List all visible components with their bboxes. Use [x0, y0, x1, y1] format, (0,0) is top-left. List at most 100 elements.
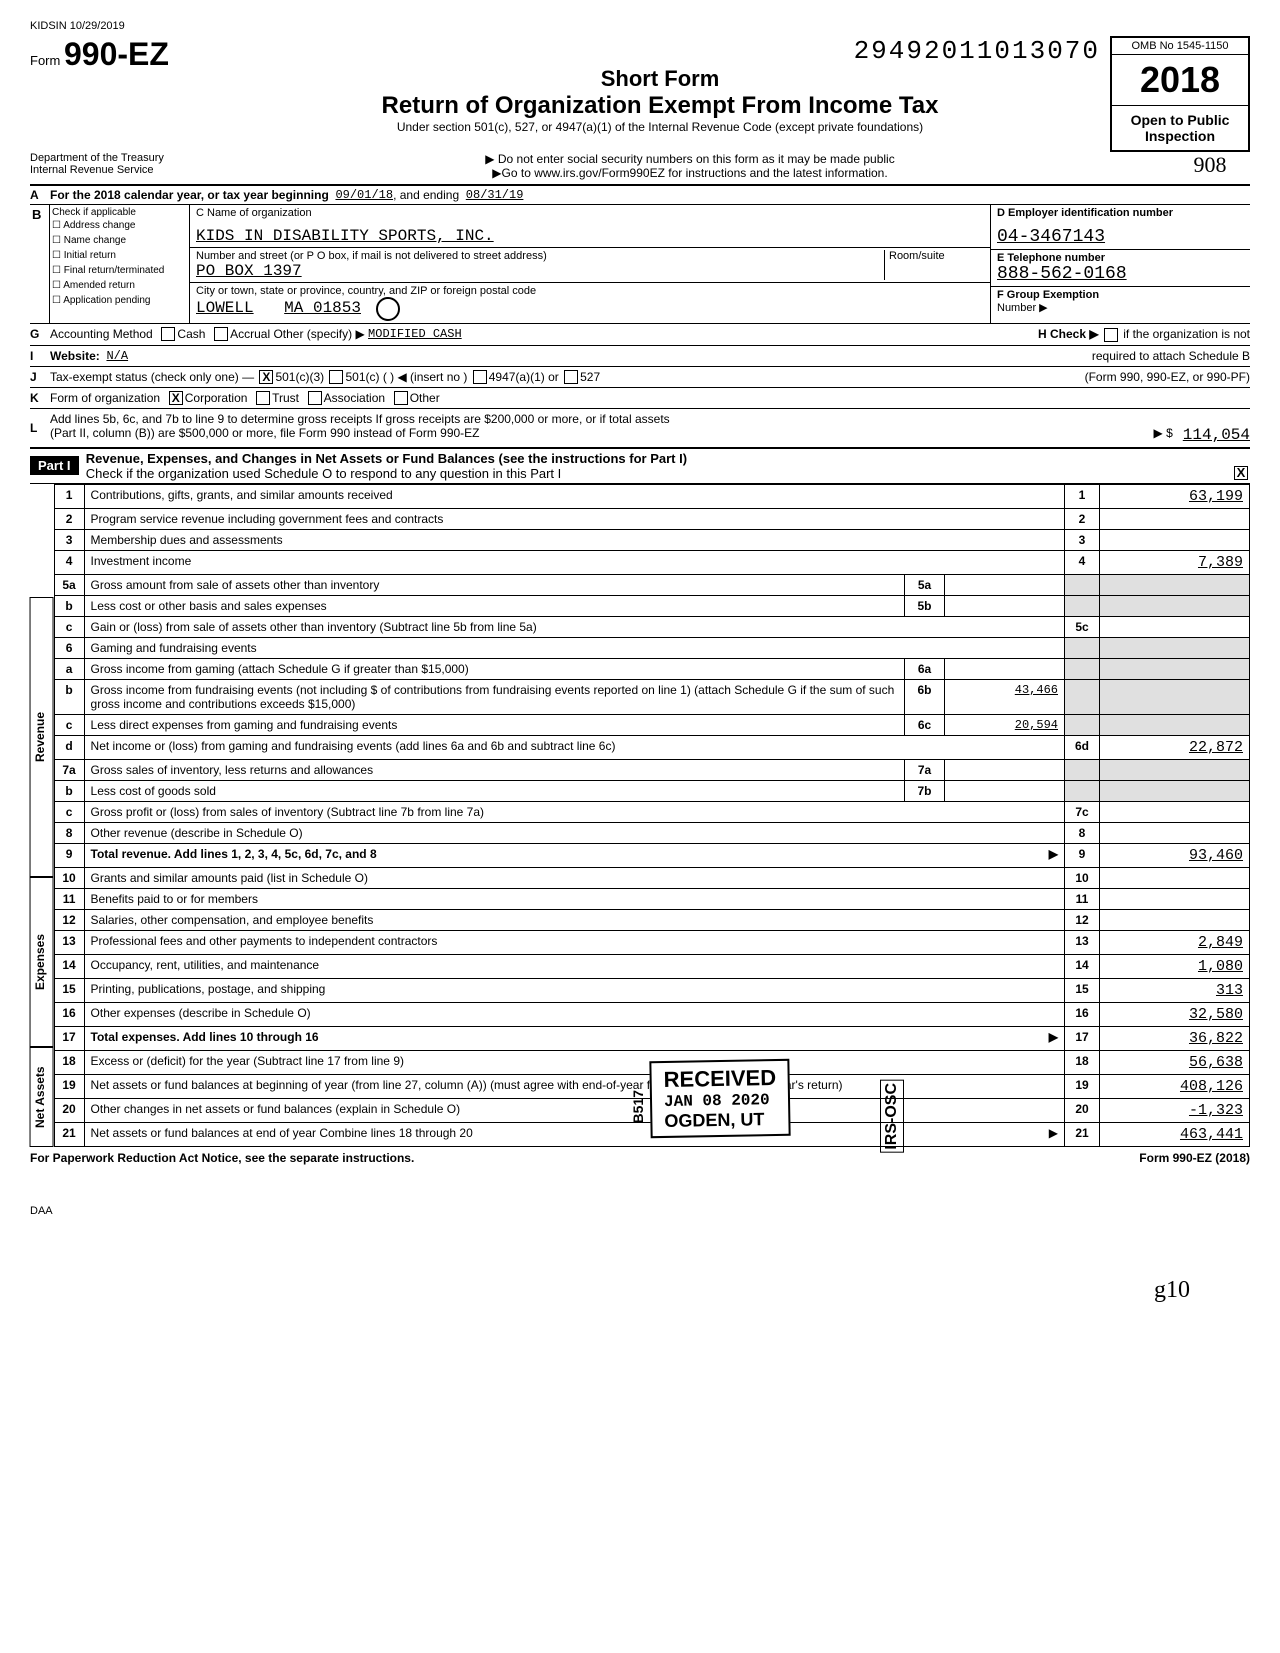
right-line-number: 14 [1065, 954, 1100, 978]
check-527[interactable] [564, 370, 578, 384]
right-num-shaded [1065, 658, 1100, 679]
table-row: aGross income from gaming (attach Schedu… [54, 658, 1249, 679]
right-line-number: 9 [1065, 843, 1100, 867]
line-number: 14 [54, 954, 84, 978]
h-label: H Check ▶ [1038, 327, 1099, 341]
check-trust[interactable] [256, 391, 270, 405]
line-description: Salaries, other compensation, and employ… [84, 909, 1064, 930]
right-line-number: 20 [1065, 1098, 1100, 1122]
table-row: bGross income from fundraising events (n… [54, 679, 1249, 714]
check-4947[interactable] [473, 370, 487, 384]
check-501c[interactable] [329, 370, 343, 384]
table-row: 11Benefits paid to or for members11 [54, 888, 1249, 909]
check-application-pending[interactable]: Application pending [52, 293, 187, 308]
right-line-value: -1,323 [1100, 1098, 1250, 1122]
right-line-value [1100, 529, 1250, 550]
right-num-shaded [1065, 714, 1100, 735]
line-description: Less cost of goods sold [84, 780, 904, 801]
right-val-shaded [1100, 780, 1250, 801]
line-number: 17 [54, 1026, 84, 1050]
line-description: Other revenue (describe in Schedule O) [84, 822, 1064, 843]
right-line-number: 1 [1065, 484, 1100, 508]
right-val-shaded [1100, 759, 1250, 780]
table-row: bLess cost of goods sold7b [54, 780, 1249, 801]
right-line-value: 56,638 [1100, 1050, 1250, 1074]
check-other-org[interactable] [394, 391, 408, 405]
dept-irs: Internal Revenue Service [30, 164, 210, 176]
letter-a: A [30, 188, 50, 202]
right-num-shaded [1065, 679, 1100, 714]
check-schedule-b[interactable] [1104, 328, 1118, 342]
line-number: 21 [54, 1122, 84, 1146]
short-form-title: Short Form [220, 66, 1100, 92]
line-description: Gain or (loss) from sale of assets other… [84, 616, 1064, 637]
table-row: 2Program service revenue including gover… [54, 508, 1249, 529]
line-description: Less cost or other basis and sales expen… [84, 595, 904, 616]
table-row: 14Occupancy, rent, utilities, and mainte… [54, 954, 1249, 978]
right-val-shaded [1100, 595, 1250, 616]
letter-j: J [30, 370, 50, 384]
right-num-shaded [1065, 595, 1100, 616]
check-501c3[interactable] [259, 370, 273, 384]
right-line-value [1100, 616, 1250, 637]
tax-year: 2018 [1112, 55, 1248, 106]
check-schedule-o[interactable] [1234, 466, 1248, 480]
line-description: Gross sales of inventory, less returns a… [84, 759, 904, 780]
goto-instructions: ▶Go to www.irs.gov/Form990EZ for instruc… [210, 166, 1170, 180]
ein-value: 04-3467143 [997, 227, 1244, 247]
check-accrual[interactable] [214, 327, 228, 341]
right-line-value: 463,441 [1100, 1122, 1250, 1146]
side-net-assets: Net Assets [30, 1047, 54, 1147]
line-number: 20 [54, 1098, 84, 1122]
f-number: Number ▶ [997, 301, 1244, 314]
line-number: c [54, 616, 84, 637]
check-name-change[interactable]: Name change [52, 233, 187, 248]
table-row: 18Excess or (deficit) for the year (Subt… [54, 1050, 1249, 1074]
mid-line-value [945, 759, 1065, 780]
right-line-value: 63,199 [1100, 484, 1250, 508]
check-initial-return[interactable]: Initial return [52, 248, 187, 263]
room-suite-label: Room/suite [884, 250, 984, 280]
table-row: 4Investment income47,389 [54, 550, 1249, 574]
line-a-mid: , and ending [393, 188, 459, 202]
table-row: 3Membership dues and assessments3 [54, 529, 1249, 550]
check-association[interactable] [308, 391, 322, 405]
right-num-shaded [1065, 759, 1100, 780]
form-org-label: Form of organization [50, 391, 160, 405]
line-number: 15 [54, 978, 84, 1002]
right-num-shaded [1065, 780, 1100, 801]
right-line-value: 22,872 [1100, 735, 1250, 759]
line-number: 8 [54, 822, 84, 843]
addr-label: Number and street (or P O box, if mail i… [196, 250, 884, 262]
line-description: Excess or (deficit) for the year (Subtra… [84, 1050, 1064, 1074]
f-label: F Group Exemption [997, 289, 1099, 301]
right-line-value: 1,080 [1100, 954, 1250, 978]
letter-l: L [30, 421, 50, 435]
side-expenses: Expenses [30, 877, 54, 1047]
tax-year-end: 08/31/19 [466, 188, 524, 202]
lines-table: 1Contributions, gifts, grants, and simil… [54, 484, 1250, 1147]
line-description: Net income or (loss) from gaming and fun… [84, 735, 1064, 759]
check-address-change[interactable]: Address change [52, 218, 187, 233]
line-description: Other changes in net assets or fund bala… [84, 1098, 1064, 1122]
right-num-shaded [1065, 574, 1100, 595]
check-amended-return[interactable]: Amended return [52, 278, 187, 293]
check-corporation[interactable] [169, 391, 183, 405]
line-number: 7a [54, 759, 84, 780]
form-prefix: Form [30, 53, 60, 68]
handwritten-code: 908 [1170, 152, 1250, 180]
line-number: 12 [54, 909, 84, 930]
gross-receipts-value: 114,054 [1183, 426, 1250, 444]
line-description: Contributions, gifts, grants, and simila… [84, 484, 1064, 508]
line-number: b [54, 679, 84, 714]
footer-left: For Paperwork Reduction Act Notice, see … [30, 1151, 414, 1165]
line-number: 18 [54, 1050, 84, 1074]
right-line-number: 15 [1065, 978, 1100, 1002]
dept-treasury: Department of the Treasury [30, 152, 210, 164]
check-cash[interactable] [161, 327, 175, 341]
line-description: Gross amount from sale of assets other t… [84, 574, 904, 595]
table-row: 19Net assets or fund balances at beginni… [54, 1074, 1249, 1098]
check-final-return[interactable]: Final return/terminated [52, 263, 187, 278]
org-address: PO BOX 1397 [196, 262, 884, 280]
org-state-zip: MA 01853 [284, 299, 361, 317]
